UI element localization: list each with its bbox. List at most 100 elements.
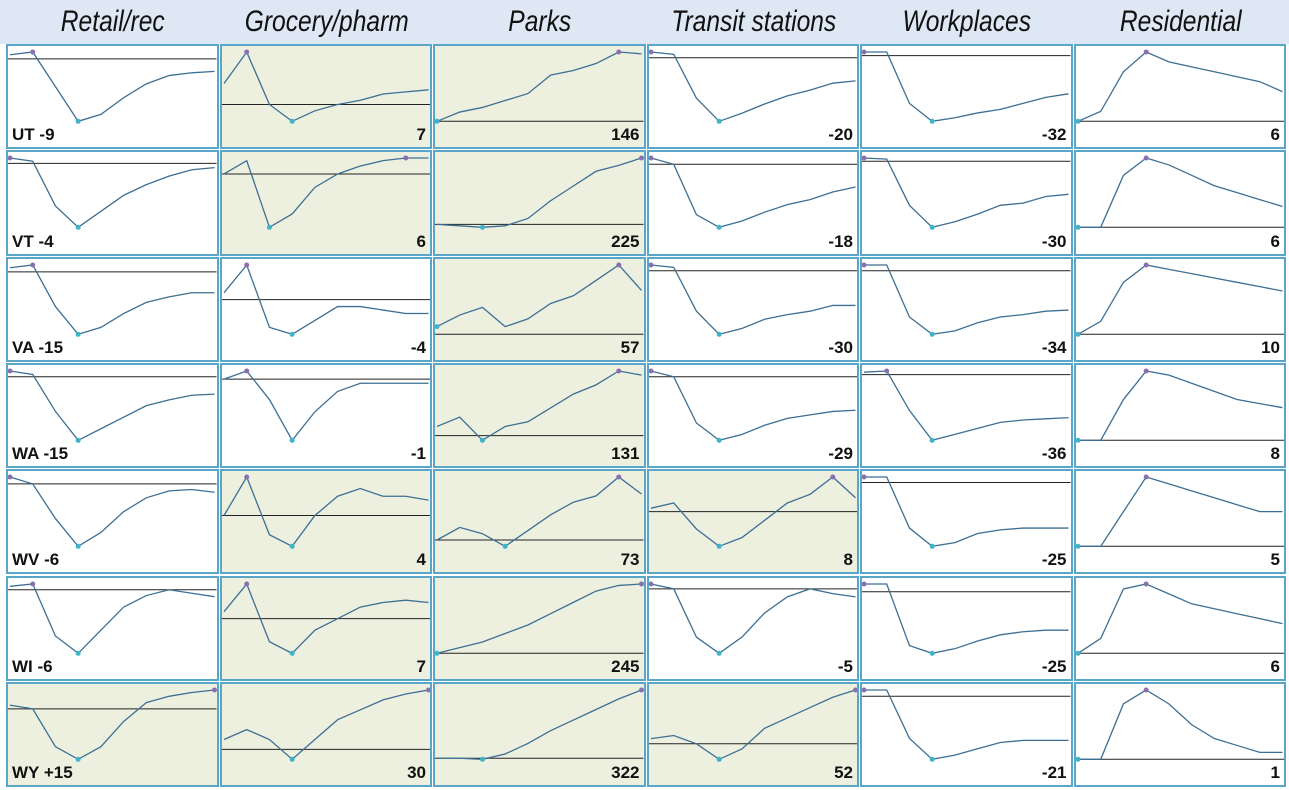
cell: -32 (860, 44, 1073, 150)
cell: 52 (646, 681, 859, 788)
line (436, 476, 642, 548)
cell: VT -4 (6, 150, 219, 256)
max-dot (862, 581, 867, 586)
max-dot (8, 155, 13, 161)
sparkline (435, 155, 644, 231)
min-dot (1075, 331, 1080, 337)
line (9, 157, 215, 229)
value: 5 (1270, 550, 1280, 570)
value: 245 (611, 656, 640, 676)
value: +15 (43, 763, 73, 783)
max-dot (639, 581, 644, 586)
value: -34 (1041, 337, 1067, 357)
cell: 146 (433, 44, 646, 150)
max-dot (402, 155, 408, 161)
min-dot (1075, 118, 1080, 124)
line (650, 476, 856, 548)
cell: -29 (646, 362, 859, 469)
cell: 8 (1073, 362, 1286, 469)
value: -25 (1041, 656, 1067, 676)
row-label: WI -6 (12, 657, 53, 677)
column-header: Workplaces (902, 5, 1032, 38)
cell: -5 (646, 575, 859, 681)
min-dot (502, 543, 508, 549)
max-dot (616, 262, 622, 268)
max-dot (8, 474, 13, 480)
value: -29 (828, 444, 853, 464)
sparkline (221, 581, 430, 656)
value: 1 (1270, 763, 1280, 783)
line (864, 582, 1069, 654)
line (222, 263, 428, 335)
sparkline (648, 262, 857, 337)
line (864, 689, 1069, 760)
cell: 245 (433, 575, 646, 681)
max-dot (616, 49, 622, 55)
value: 30 (407, 763, 426, 783)
value: -15 (38, 337, 64, 357)
sparkline (648, 368, 857, 443)
sparkline (862, 474, 1071, 549)
max-dot (639, 155, 644, 161)
column-header: Transit stations (670, 5, 836, 38)
line (864, 476, 1069, 548)
state: WI (12, 656, 33, 676)
cell: -20 (646, 44, 859, 150)
min-dot (479, 225, 485, 231)
line (864, 263, 1069, 335)
line (436, 51, 642, 122)
max-dot (30, 49, 36, 55)
min-dot (75, 756, 81, 762)
line (1077, 157, 1283, 229)
value: 131 (611, 444, 640, 464)
line (650, 370, 856, 441)
sparkline (862, 368, 1071, 443)
min-dot (716, 437, 722, 443)
value: -1 (410, 444, 426, 464)
min-dot (435, 118, 440, 124)
max-dot (648, 368, 653, 374)
line (9, 689, 215, 760)
cell: WI -6 (6, 575, 219, 681)
value: -4 (38, 231, 54, 251)
value: -32 (1041, 125, 1067, 145)
line (9, 370, 215, 442)
line (223, 157, 428, 229)
sparkline (648, 581, 857, 656)
value: 6 (1270, 656, 1280, 676)
line (223, 370, 428, 442)
min-dot (716, 331, 722, 337)
value: -20 (828, 125, 853, 145)
value: 73 (620, 550, 640, 570)
cell: 73 (433, 469, 646, 575)
cell: -18 (646, 150, 859, 256)
min-dot (75, 331, 81, 337)
value: 146 (611, 125, 640, 145)
value: -18 (828, 231, 853, 251)
min-dot (929, 756, 935, 762)
row-label: WV -6 (12, 550, 59, 570)
cell: -1 (219, 362, 432, 469)
line (9, 263, 215, 335)
line (1077, 476, 1282, 548)
max-dot (30, 262, 36, 268)
sparkline (435, 581, 644, 656)
line (1077, 370, 1283, 441)
max-dot (648, 581, 653, 586)
sparkline (1075, 581, 1284, 656)
sparkline (1075, 368, 1284, 443)
sparkline (648, 687, 857, 762)
min-dot (716, 118, 722, 124)
max-dot (1143, 368, 1149, 374)
line (222, 50, 429, 123)
max-dot (425, 687, 430, 693)
sparkline (221, 49, 430, 124)
cell: 6 (1073, 150, 1286, 256)
cell: UT -9 (6, 44, 219, 150)
cell: 6 (219, 150, 432, 256)
cell: 322 (433, 681, 646, 788)
sparkline (1075, 687, 1284, 762)
value: 4 (416, 550, 426, 570)
line (864, 51, 1069, 122)
min-dot (716, 543, 722, 549)
